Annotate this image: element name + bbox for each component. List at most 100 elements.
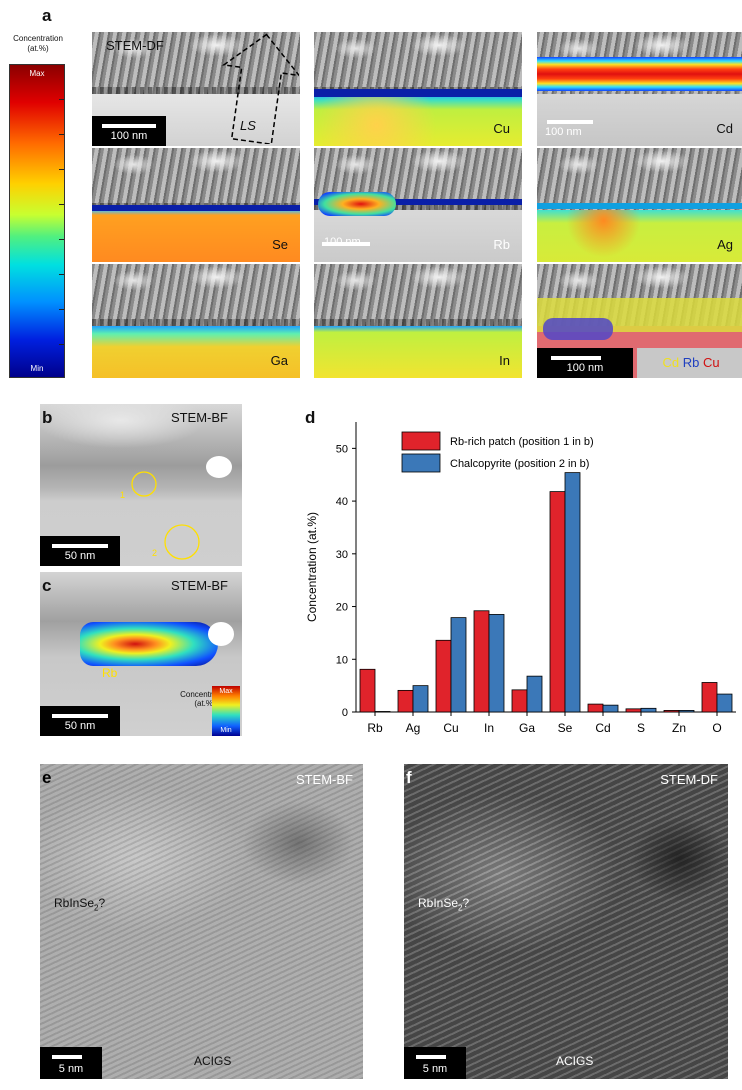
colorbar-title-line2: (at.%) bbox=[27, 44, 49, 53]
panel-c-rb-label: Rb bbox=[102, 666, 118, 680]
panel-c-letter: c bbox=[42, 576, 52, 595]
concentration-bar-chart: 0 10 20 30 40 50 Concentration (at.%) Rb Ag Cu In G… bbox=[305, 422, 736, 735]
x-tick-label: In bbox=[484, 721, 494, 735]
rb-label: Rb bbox=[493, 237, 510, 252]
cd-label: Cd bbox=[716, 121, 733, 136]
legend-cd: Cd bbox=[662, 355, 680, 370]
panel-c-image: STEM-BF Rb Concentration (at.%) Max Min … bbox=[40, 572, 242, 736]
bar-chalcopyrite bbox=[678, 710, 695, 713]
x-tick-label: Se bbox=[558, 721, 573, 735]
bar-rb-rich bbox=[701, 682, 718, 713]
x-tick-label: Ag bbox=[406, 721, 421, 735]
tile-cu-map: Cu bbox=[314, 32, 522, 146]
panel-e-scale-bar: 5 nm bbox=[40, 1047, 102, 1079]
bar-rb-rich bbox=[397, 689, 414, 713]
bar-chalcopyrite bbox=[488, 614, 505, 713]
bar-chalcopyrite bbox=[374, 711, 391, 713]
panel-c-stem-label: STEM-BF bbox=[170, 578, 228, 593]
tile-in-map: In bbox=[314, 264, 522, 378]
panel-b-image: 1 2 STEM-BF 50 nm bbox=[40, 404, 242, 566]
legend-swatch-rb-rich bbox=[401, 431, 441, 451]
panel-f-stem-label: STEM-DF bbox=[660, 772, 718, 787]
bar-chalcopyrite bbox=[564, 472, 581, 713]
panel-f-scale-bar: 5 nm bbox=[404, 1047, 466, 1079]
x-tick-label: Cd bbox=[595, 721, 610, 735]
panel-b-stem-label: STEM-BF bbox=[170, 410, 228, 425]
legend-label-rb-rich: Rb-rich patch (position 1 in b) bbox=[450, 436, 594, 448]
rb-hotspot bbox=[318, 192, 396, 216]
x-tick-label: O bbox=[712, 721, 721, 735]
bar-chalcopyrite bbox=[640, 707, 657, 713]
panel-e-acigs-label: ACIGS bbox=[194, 1054, 232, 1068]
bar-chalcopyrite bbox=[450, 617, 467, 713]
colorbar-ticks bbox=[59, 65, 64, 377]
panel-f-phase-label: RbInSe2? bbox=[418, 896, 470, 913]
colorbar-max: Max bbox=[29, 69, 45, 78]
laser-scribe-arrow bbox=[221, 33, 299, 144]
x-tick-label: Ga bbox=[519, 721, 535, 735]
bar-rb-rich bbox=[435, 639, 452, 713]
colorbar-title: Concentration (at.%) bbox=[10, 34, 66, 54]
panel-b-letter: b bbox=[42, 408, 53, 427]
ag-label: Ag bbox=[717, 237, 733, 252]
bar-rb-rich bbox=[511, 689, 528, 713]
panel-f-image: STEM-DF RbInSe2? ACIGS 5 nm bbox=[404, 764, 728, 1079]
tile-overlay-map: 100 nm Cd Rb Cu bbox=[537, 264, 742, 378]
x-tick-label: Rb bbox=[367, 721, 383, 735]
bar-rb-rich bbox=[549, 491, 566, 713]
panel-f-acigs-label: ACIGS bbox=[556, 1054, 594, 1068]
panel-e-image: STEM-BF RbInSe2? ACIGS 5 nm bbox=[40, 764, 363, 1079]
tile-ga-map: Ga bbox=[92, 264, 300, 378]
bar-chalcopyrite bbox=[526, 675, 543, 713]
panel-c-scale-bar: 50 nm bbox=[40, 706, 120, 736]
legend-rb: Rb bbox=[682, 355, 700, 370]
y-tick-label: 40 bbox=[336, 496, 348, 508]
panel-c-cb-title: Concentration (at.%) bbox=[180, 690, 230, 708]
panel-b-scale-bar: 50 nm bbox=[40, 536, 120, 566]
panel-c-colorbar: Max Min bbox=[212, 686, 240, 736]
x-tick-label: S bbox=[637, 721, 645, 735]
legend-swatch-chalcopyrite bbox=[401, 453, 441, 473]
bar-chalcopyrite bbox=[412, 685, 429, 713]
panel-f-letter: f bbox=[406, 768, 412, 787]
y-tick-label: 10 bbox=[336, 654, 348, 666]
rb-overlay-patch bbox=[543, 318, 613, 340]
cu-label: Cu bbox=[493, 121, 510, 136]
x-tick-label: Zn bbox=[672, 721, 686, 735]
cd-scale-text: 100 nm bbox=[545, 126, 582, 138]
tile-rb-map: Rb 100 nm bbox=[314, 148, 522, 262]
y-tick-label: 30 bbox=[336, 549, 348, 561]
rb-scale-text: 100 nm bbox=[324, 236, 361, 248]
scale-bar-cd bbox=[547, 120, 593, 124]
bar-rb-rich bbox=[359, 668, 376, 713]
y-axis-label: Concentration (at.%) bbox=[305, 512, 319, 622]
panel-e-stem-label: STEM-BF bbox=[295, 772, 353, 787]
tile-ag-map: Ag bbox=[537, 148, 742, 262]
bar-rb-rich bbox=[587, 703, 604, 713]
overlay-legend: Cd Rb Cu bbox=[637, 348, 742, 378]
tile-stem-df: STEM-DF LS 100 nm bbox=[92, 32, 300, 146]
y-tick-label: 20 bbox=[336, 602, 348, 614]
position-1-label: 1 bbox=[120, 490, 126, 500]
ls-label: LS bbox=[240, 118, 256, 133]
panel-e-letter: e bbox=[42, 768, 52, 787]
void-white bbox=[206, 456, 232, 478]
tile-cd-map: Cd 100 nm bbox=[537, 32, 742, 146]
scale-bar-overlay: 100 nm bbox=[537, 348, 633, 378]
panel-d-letter: d bbox=[305, 408, 316, 427]
bar-rb-rich bbox=[663, 710, 680, 713]
y-tick-label: 0 bbox=[342, 707, 348, 719]
colorbar-min: Min bbox=[30, 364, 44, 373]
position-markers bbox=[131, 471, 200, 560]
in-label: In bbox=[499, 353, 510, 368]
legend-label-chalcopyrite: Chalcopyrite (position 2 in b) bbox=[450, 458, 589, 470]
concentration-colorbar: Max Min bbox=[9, 64, 65, 378]
bar-rb-rich bbox=[473, 610, 490, 713]
colorbar-title-line1: Concentration bbox=[13, 34, 63, 43]
bar-chalcopyrite bbox=[602, 704, 619, 713]
position-2-label: 2 bbox=[152, 548, 158, 558]
panel-a-letter: a bbox=[42, 6, 52, 25]
panel-e-phase-label: RbInSe2? bbox=[54, 896, 106, 913]
rb-concentration-map bbox=[80, 622, 218, 666]
se-label: Se bbox=[272, 237, 288, 252]
